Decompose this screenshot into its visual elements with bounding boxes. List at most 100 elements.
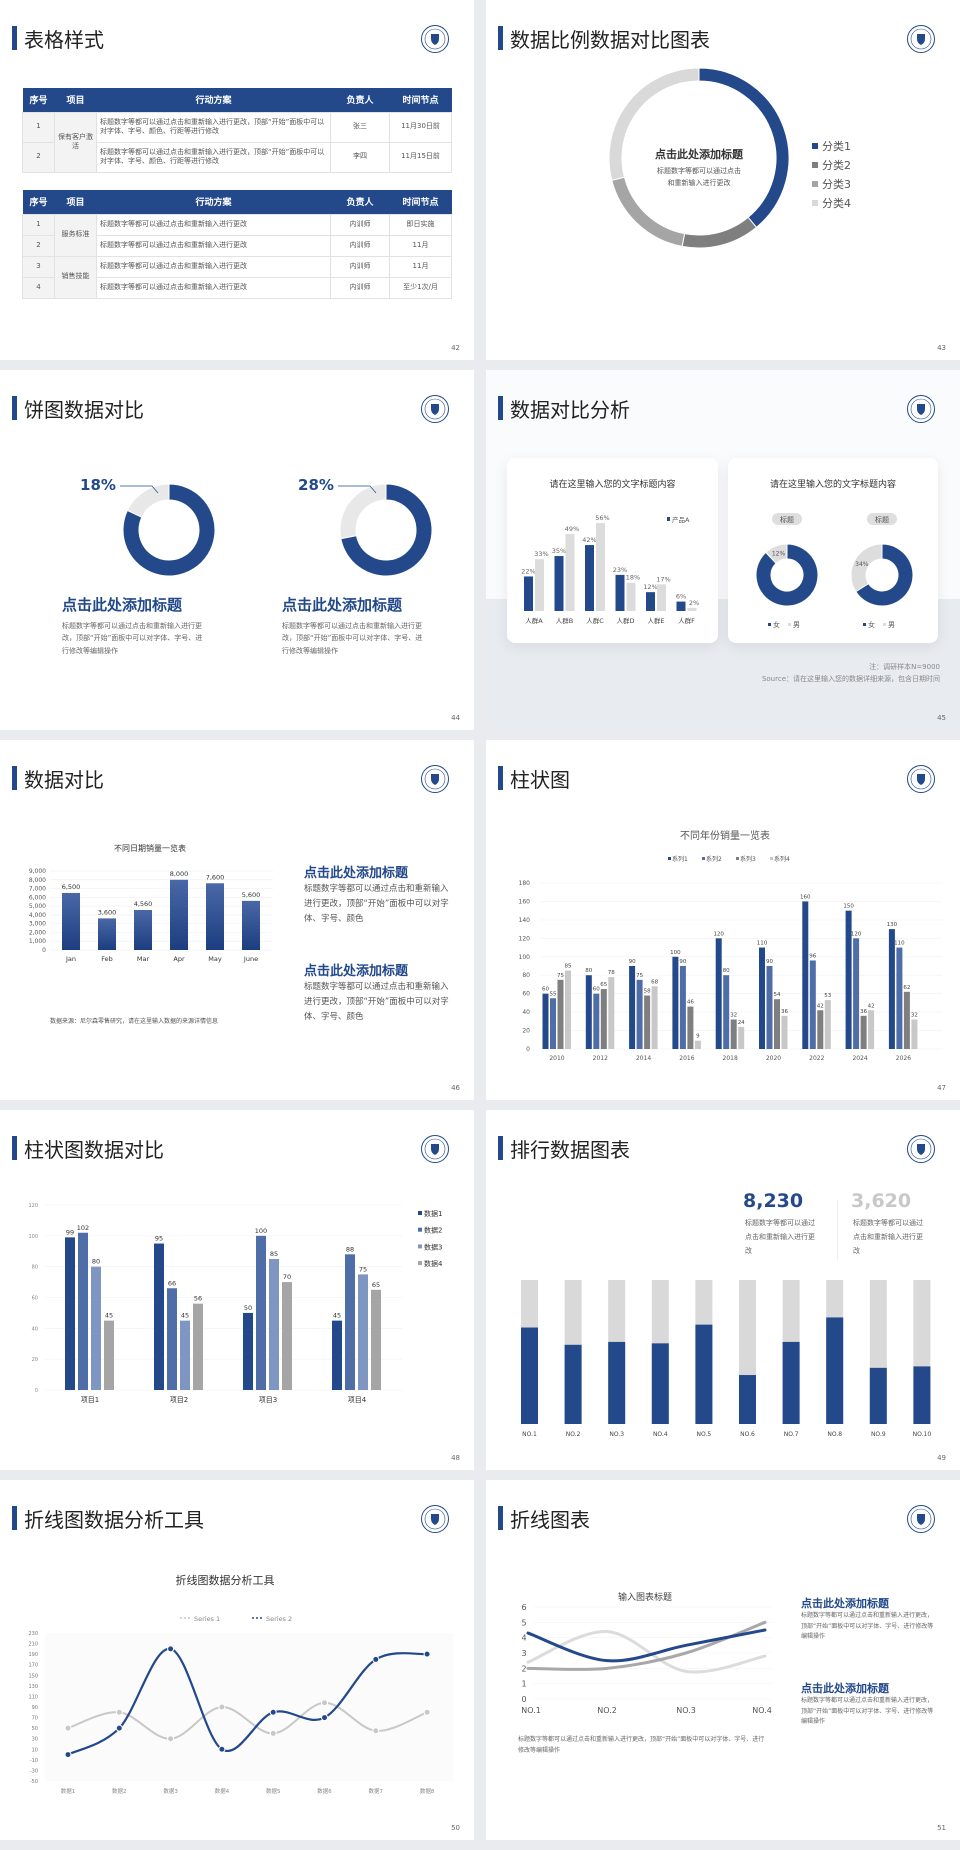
y-tick-label: 6	[521, 1603, 526, 1612]
bar	[676, 601, 686, 611]
slide-45: 数据对比分析 请在这里输入您的文字标题内容 请在这里输入您的文字标题内容 22%…	[486, 370, 960, 730]
bar-value-label: 75	[359, 1265, 367, 1273]
table-row: 2 标题数字等都可以通过点击和重新输入进行更改，顶部“开始”面板中可以对字体、字…	[22, 141, 452, 173]
legend-swatch	[736, 857, 739, 860]
bar-value-label: 65	[372, 1281, 380, 1289]
university-seal-icon	[421, 395, 449, 423]
bar-value-label: 88	[346, 1245, 354, 1253]
slide-title: 数据对比	[24, 768, 104, 792]
series-line	[526, 1620, 767, 1671]
bar	[65, 1237, 75, 1390]
stat-text: 标题数字等都可以通过点击和重新输入进行更改	[745, 1219, 815, 1255]
y-tick-label: 60	[32, 1296, 38, 1302]
y-tick-label: 0	[526, 1046, 530, 1053]
bar-value-label: 36	[781, 1009, 788, 1015]
bottom-text: 标题数字等都可以通过点击和重新输入进行更改，顶部“开始”面板中可以对字体、字号、…	[518, 1736, 765, 1754]
y-tick-label: 2,000	[29, 929, 46, 936]
data-point	[269, 1708, 277, 1716]
legend-label: 分类2	[822, 158, 851, 172]
bar	[774, 999, 780, 1049]
bar-value-label: 80	[585, 968, 592, 974]
bar-value-label: 56%	[595, 514, 609, 522]
title-pill	[772, 513, 802, 525]
bar	[845, 910, 852, 1049]
y-tick-label: -30	[30, 1768, 38, 1774]
x-tick-label: NO.8	[827, 1431, 842, 1438]
page-number: 45	[937, 714, 946, 722]
seal-inner-ring	[424, 398, 446, 420]
leader-line	[120, 485, 159, 494]
title-accent	[12, 26, 17, 50]
title-accent	[498, 1136, 503, 1160]
legend-swatch	[788, 623, 791, 626]
cell-owner: 内训师	[330, 276, 390, 299]
table-row: 1 服务标准 标题数字等都可以通过点击和重新输入进行更改 内训师 即日实施	[22, 213, 452, 257]
bar	[817, 1010, 824, 1049]
y-tick-label: 2	[521, 1664, 526, 1673]
category-label: 人群E	[647, 616, 664, 625]
bar	[888, 929, 895, 1049]
page-number: 43	[937, 344, 946, 352]
bar-value-label: 60	[593, 987, 600, 993]
sample-note: 注：调研样本N=9000	[869, 663, 940, 671]
bar-value-label: 130	[887, 922, 898, 928]
university-seal-icon	[421, 765, 449, 793]
bar	[802, 901, 809, 1049]
legend-label: 系列4	[774, 855, 790, 863]
bar	[766, 966, 773, 1049]
legend-swatch	[812, 143, 818, 149]
bar-value-label: 100	[255, 1227, 267, 1235]
data-point	[423, 1650, 431, 1658]
y-tick-label: 5,000	[29, 903, 46, 910]
y-tick-label: 0	[35, 1388, 38, 1394]
bar-value-label: 65	[600, 982, 607, 988]
seal-inner-ring	[910, 1138, 932, 1160]
bar	[600, 989, 607, 1049]
bar	[180, 1320, 190, 1390]
bar	[826, 1317, 844, 1424]
bar	[371, 1289, 381, 1390]
cell-owner: 内训师	[330, 255, 390, 278]
x-tick-label: NO.2	[597, 1706, 617, 1715]
legend-label: 女	[868, 620, 875, 629]
university-seal-icon	[907, 765, 935, 793]
header-no: 序号	[22, 88, 55, 112]
university-seal-icon	[907, 25, 935, 53]
bar	[730, 1019, 737, 1049]
table-row: 1 保有客户激活 标题数字等都可以通过点击和重新输入进行更改，顶部“开始”面板中…	[22, 111, 452, 173]
y-tick-label: 8,000	[29, 877, 46, 884]
bar	[868, 1010, 875, 1049]
bar-value-label: 54	[774, 992, 781, 998]
bar	[521, 1327, 538, 1424]
legend-swatch	[418, 1227, 422, 1232]
bar	[809, 960, 816, 1049]
page-number: 47	[937, 1084, 946, 1092]
cell-plan: 标题数字等都可以通过点击和重新输入进行更改	[96, 276, 331, 299]
y-tick-label: 70	[32, 1716, 38, 1722]
series-line	[67, 1647, 428, 1756]
cell-no: 2	[22, 141, 55, 173]
bar	[687, 607, 697, 611]
cell-no: 2	[22, 234, 55, 257]
donut-chart: 分类1 分类2 分类3 分类4	[608, 67, 851, 249]
divider	[837, 1200, 838, 1260]
y-tick-label: 110	[28, 1694, 38, 1700]
legend-swatch	[883, 623, 886, 626]
bar	[911, 1019, 918, 1049]
bar	[282, 1282, 292, 1390]
slide-47: 柱状图 不同年份销量一览表 系列1 系列2 系列3 系列4 0 20 40 60 80 100 120…	[486, 740, 960, 1100]
bar	[672, 956, 679, 1049]
bar	[78, 1232, 88, 1390]
x-tick-label: 数据8	[420, 1787, 435, 1795]
y-tick-label: 0	[42, 947, 46, 954]
legend-swatch	[812, 200, 818, 206]
data-point	[64, 1751, 72, 1759]
bar	[644, 995, 651, 1049]
seal-inner-ring	[910, 768, 932, 790]
bar	[782, 1341, 800, 1424]
bar-value-label: 4,560	[134, 900, 153, 908]
header-time: 时间节点	[389, 88, 452, 112]
slide-49: 排行数据图表 8,230 标题数字等都可以通过点击和重新输入进行更改 3,620…	[486, 1110, 960, 1470]
donut-charts: 18% 28%	[80, 476, 433, 577]
bar	[896, 947, 903, 1049]
